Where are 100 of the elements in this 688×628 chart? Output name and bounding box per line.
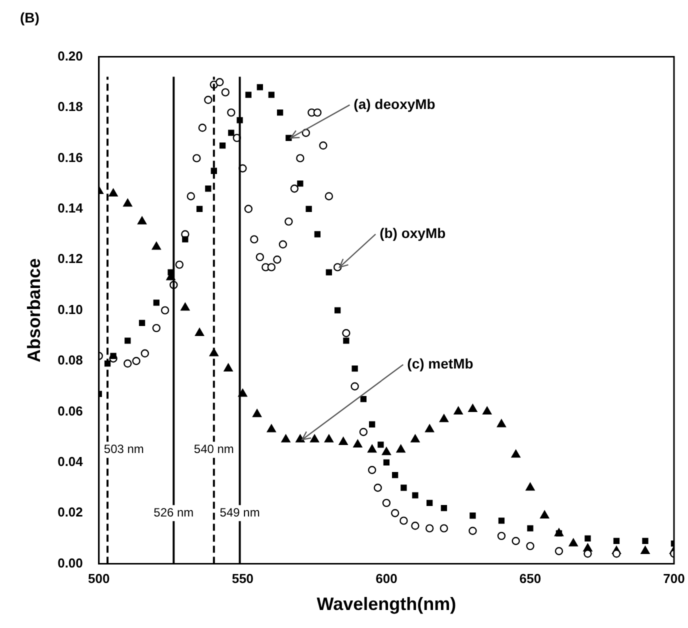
point — [252, 409, 262, 418]
point — [267, 263, 276, 272]
point — [256, 84, 264, 90]
point — [152, 324, 161, 332]
y-tick-label: 0.08 — [58, 352, 83, 368]
point — [359, 428, 368, 436]
x-axis-title: Wavelength(nm) — [316, 594, 456, 614]
point — [410, 434, 420, 442]
point — [642, 538, 648, 544]
point — [378, 442, 384, 448]
point — [369, 421, 376, 428]
point — [512, 536, 520, 546]
point — [306, 206, 312, 212]
annotation: (b) oxyMb — [380, 225, 446, 242]
point — [353, 440, 362, 448]
point — [343, 338, 350, 344]
point — [278, 240, 288, 248]
point — [216, 78, 224, 86]
annotation: (c) metMb — [407, 355, 474, 372]
point — [224, 364, 233, 372]
point — [244, 204, 253, 213]
y-tick-label: 0.02 — [58, 504, 83, 520]
y-axis-title: Absorbance — [24, 258, 44, 362]
point — [350, 382, 359, 390]
point — [613, 538, 620, 544]
point — [153, 300, 160, 306]
point — [526, 482, 535, 491]
point — [204, 96, 212, 104]
y-tick-label: 0.20 — [58, 48, 83, 64]
point — [182, 236, 188, 242]
x-tick-label: 500 — [88, 571, 110, 586]
point — [468, 526, 477, 535]
point — [584, 550, 592, 558]
point — [497, 532, 506, 540]
point — [313, 108, 322, 117]
y-tick-label: 0.12 — [58, 251, 83, 266]
point — [426, 500, 433, 506]
point — [273, 256, 282, 264]
y-tick-label: 0.18 — [58, 99, 83, 114]
point — [342, 329, 350, 338]
point — [556, 530, 562, 536]
point — [382, 447, 391, 456]
point — [396, 444, 406, 453]
x-tick-label: 650 — [519, 571, 542, 586]
point — [276, 109, 284, 116]
point — [392, 472, 398, 478]
point — [256, 252, 264, 262]
point — [360, 396, 367, 402]
point — [454, 406, 463, 415]
point — [540, 510, 550, 518]
point — [640, 546, 650, 554]
point — [496, 419, 506, 428]
y-tick-label: 0.14 — [58, 200, 84, 216]
point — [192, 154, 201, 162]
point — [124, 338, 131, 344]
annotation: (a) deoxyMb — [354, 96, 436, 112]
point — [138, 216, 147, 224]
point — [186, 192, 196, 200]
y-tick-label: 0.10 — [58, 302, 83, 317]
point — [612, 550, 621, 558]
ref-line-label: 540 nm — [194, 442, 234, 456]
point — [412, 492, 418, 498]
point — [160, 306, 170, 314]
point — [319, 141, 328, 150]
y-tick-label: 0.06 — [58, 403, 83, 418]
point — [195, 328, 204, 336]
point — [374, 484, 382, 492]
point — [123, 198, 132, 207]
point — [511, 450, 520, 458]
point — [310, 434, 320, 442]
ref-line-label: 549 nm — [220, 505, 260, 520]
y-tick-label: 0.16 — [58, 150, 83, 165]
point — [124, 359, 132, 368]
point — [132, 356, 140, 366]
point — [470, 512, 476, 519]
point — [180, 302, 190, 311]
point — [281, 434, 290, 442]
point — [440, 504, 448, 512]
point — [108, 188, 118, 197]
point — [324, 192, 334, 200]
point — [382, 498, 391, 508]
point — [400, 484, 407, 491]
point — [286, 134, 292, 141]
ref-line-label: 503 nm — [104, 442, 144, 456]
point — [266, 424, 276, 432]
point — [219, 142, 226, 149]
point — [498, 518, 505, 524]
point — [482, 406, 492, 415]
point — [110, 352, 116, 360]
point — [152, 242, 161, 250]
point — [290, 184, 299, 193]
point — [383, 459, 390, 466]
x-tick-label: 550 — [232, 571, 254, 586]
point — [440, 524, 448, 532]
point — [268, 92, 275, 98]
point — [227, 108, 236, 117]
point — [205, 186, 212, 192]
point — [411, 522, 420, 530]
point — [368, 466, 376, 474]
point — [314, 231, 321, 238]
